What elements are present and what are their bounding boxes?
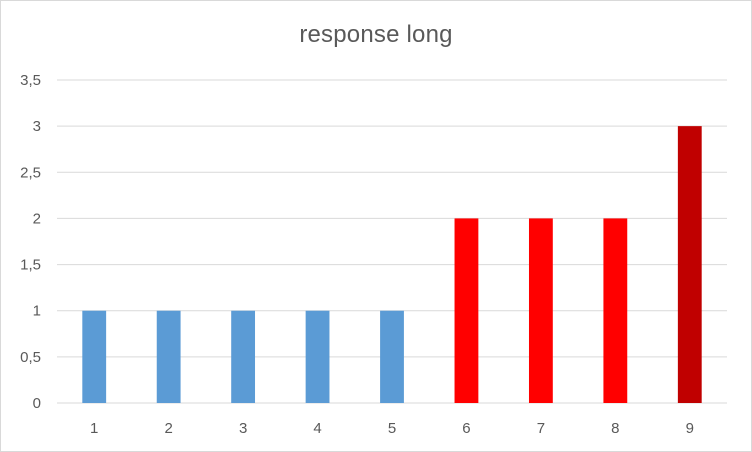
y-tick-label: 3,5: [20, 72, 41, 89]
y-tick-label: 1,5: [20, 257, 41, 274]
bar-3: [231, 310, 256, 403]
x-tick-label: 5: [388, 420, 396, 437]
bar-5: [380, 310, 404, 403]
x-axis-tick-labels: 1 2 3 4 5 6 7 8 9: [90, 420, 694, 437]
bar-1: [82, 310, 107, 403]
y-tick-label: 3: [33, 118, 41, 135]
x-tick-label: 2: [164, 420, 172, 437]
y-tick-label: 2,5: [20, 164, 41, 181]
bar-6: [454, 218, 479, 403]
y-tick-label: 0: [33, 395, 41, 412]
chart-title: response long: [299, 21, 453, 48]
bar-8: [603, 218, 628, 403]
bar-4: [305, 310, 330, 403]
x-tick-label: 1: [90, 420, 98, 437]
x-tick-label: 4: [313, 420, 321, 437]
bar-7: [528, 218, 553, 403]
x-tick-label: 6: [462, 420, 470, 437]
x-tick-label: 7: [537, 420, 545, 437]
y-tick-label: 1: [33, 303, 41, 320]
bar-2: [156, 310, 181, 403]
y-tick-label: 2: [33, 210, 41, 227]
y-tick-label: 0,5: [20, 349, 41, 366]
x-tick-label: 3: [239, 420, 247, 437]
y-axis-tick-labels: 0 0,5 1 1,5 2 2,5 3 3,5: [20, 72, 41, 412]
x-tick-label: 8: [611, 420, 619, 437]
bar-9: [677, 126, 702, 404]
x-tick-label: 9: [686, 420, 694, 437]
bars: [82, 126, 702, 404]
